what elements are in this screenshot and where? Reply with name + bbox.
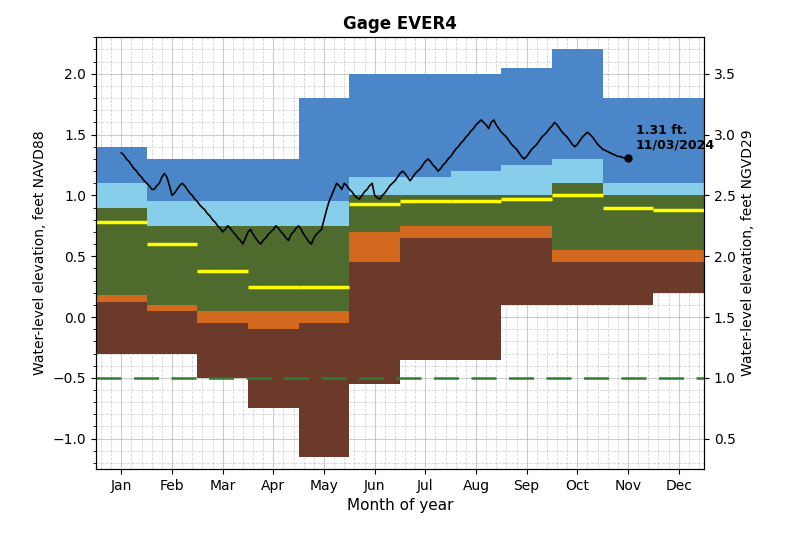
Bar <box>400 226 450 238</box>
Bar <box>400 74 450 177</box>
Bar <box>654 98 704 183</box>
Bar <box>248 159 298 201</box>
Bar <box>602 250 654 262</box>
Bar <box>552 159 602 183</box>
Bar <box>450 74 502 171</box>
Bar <box>450 196 502 226</box>
Bar <box>602 262 654 305</box>
Bar <box>146 201 198 226</box>
Bar <box>654 262 704 293</box>
Bar <box>502 196 552 226</box>
Bar <box>350 177 400 196</box>
Bar <box>298 98 350 201</box>
Bar <box>146 311 198 353</box>
Bar <box>502 238 552 305</box>
X-axis label: Month of year: Month of year <box>346 498 454 513</box>
Bar <box>96 207 146 295</box>
Bar <box>298 201 350 226</box>
Bar <box>602 183 654 196</box>
Bar <box>298 311 350 323</box>
Bar <box>198 226 248 311</box>
Bar <box>654 183 704 196</box>
Bar <box>400 177 450 196</box>
Bar <box>552 250 602 262</box>
Bar <box>248 226 298 311</box>
Y-axis label: Water-level elevation, feet NAVD88: Water-level elevation, feet NAVD88 <box>33 131 47 375</box>
Bar <box>400 238 450 360</box>
Bar <box>552 50 602 159</box>
Bar <box>198 323 248 378</box>
Bar <box>248 201 298 226</box>
Bar <box>248 311 298 329</box>
Bar <box>502 226 552 238</box>
Bar <box>146 226 198 305</box>
Bar <box>96 302 146 353</box>
Bar <box>654 250 704 262</box>
Bar <box>248 329 298 408</box>
Title: Gage EVER4: Gage EVER4 <box>343 15 457 33</box>
Bar <box>552 262 602 305</box>
Bar <box>198 159 248 201</box>
Bar <box>450 171 502 196</box>
Bar <box>298 323 350 457</box>
Bar <box>350 74 400 177</box>
Bar <box>96 147 146 183</box>
Text: 1.31 ft.
11/03/2024: 1.31 ft. 11/03/2024 <box>635 124 714 151</box>
Bar <box>552 183 602 250</box>
Bar <box>502 165 552 196</box>
Bar <box>450 226 502 238</box>
Bar <box>198 311 248 323</box>
Bar <box>146 305 198 311</box>
Bar <box>350 232 400 262</box>
Bar <box>400 196 450 226</box>
Bar <box>450 238 502 360</box>
Bar <box>654 196 704 250</box>
Bar <box>602 98 654 183</box>
Bar <box>298 226 350 311</box>
Bar <box>350 196 400 232</box>
Bar <box>198 201 248 226</box>
Bar <box>502 68 552 165</box>
Bar <box>350 262 400 384</box>
Bar <box>602 196 654 250</box>
Bar <box>96 295 146 302</box>
Bar <box>96 183 146 207</box>
Y-axis label: Water-level elevation, feet NGVD29: Water-level elevation, feet NGVD29 <box>742 130 755 376</box>
Bar <box>146 159 198 201</box>
